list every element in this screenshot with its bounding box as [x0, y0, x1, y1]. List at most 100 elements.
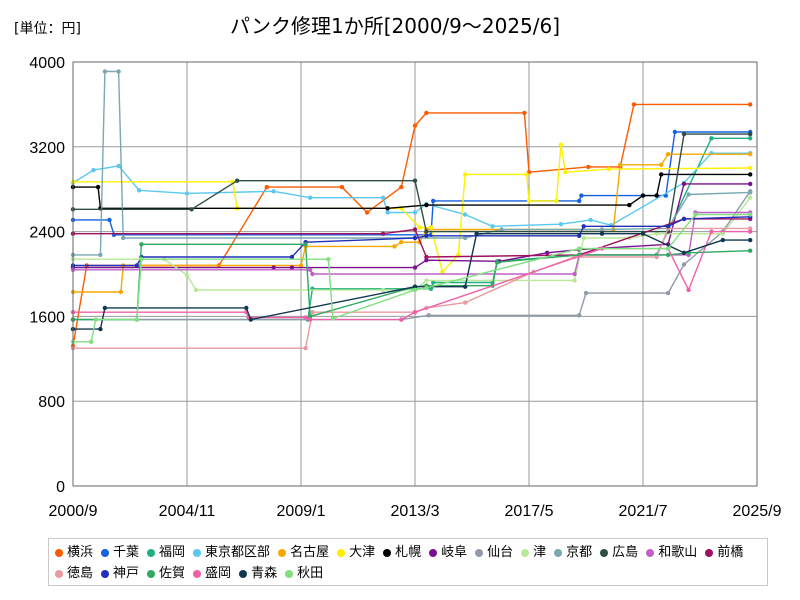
series-point	[545, 250, 550, 255]
series-point	[330, 316, 336, 321]
series-point	[748, 248, 753, 253]
series-point	[424, 254, 429, 260]
legend-item: 東京都区部	[193, 543, 270, 563]
series-point	[426, 313, 431, 318]
series-point	[307, 267, 313, 272]
series-point	[579, 193, 584, 198]
legend-label: 札幌	[395, 545, 422, 560]
series-point	[581, 235, 586, 241]
series-point	[380, 195, 386, 200]
plot-border	[72, 61, 758, 487]
series-point	[463, 172, 468, 177]
legend-label: 前橋	[717, 545, 744, 560]
y-tick-label: 2400	[29, 225, 65, 242]
legend-marker-icon	[521, 549, 530, 557]
legend: 横浜 千葉 福岡 東京都区部 名古屋 大津 札幌 岐阜 仙台 津 京都 広島 和歌山 前橋 徳島 神戸 佐賀 盛岡…	[48, 538, 768, 586]
series-point	[490, 224, 495, 229]
legend-label: 千葉	[113, 545, 140, 560]
series-point	[599, 227, 605, 232]
legend-label: 広島	[612, 545, 639, 560]
legend-marker-icon	[55, 570, 63, 578]
series-point	[298, 263, 304, 268]
series-point	[107, 217, 112, 223]
series-point	[681, 250, 687, 255]
series-point	[289, 265, 295, 270]
series-point	[748, 237, 753, 243]
legend-label: 秋田	[297, 566, 324, 581]
series-point	[193, 287, 199, 293]
series-point	[424, 110, 429, 116]
series-point	[583, 290, 589, 296]
series-point	[417, 225, 422, 230]
legend-label: 津	[533, 545, 547, 560]
legend-marker-icon	[239, 570, 248, 578]
legend-marker-icon	[101, 570, 110, 578]
series-point	[248, 317, 253, 322]
series-point	[431, 198, 436, 204]
legend-marker-icon	[429, 549, 438, 557]
series-point	[380, 287, 386, 293]
series-point	[93, 317, 99, 322]
series-point	[189, 207, 194, 212]
series-line-7	[73, 173, 751, 209]
series-point	[558, 222, 564, 227]
series-point	[577, 233, 582, 238]
series-point	[681, 216, 687, 222]
series-point	[307, 195, 313, 200]
series-point	[524, 172, 529, 177]
series-point	[364, 210, 370, 215]
series-point	[665, 152, 671, 157]
y-tick-label: 800	[38, 394, 65, 411]
series-point	[399, 240, 404, 245]
series-point	[428, 225, 434, 230]
legend-marker-icon	[147, 549, 156, 557]
series-point	[720, 231, 725, 236]
series-point	[618, 162, 623, 167]
series-point	[748, 172, 753, 177]
series-point	[412, 123, 418, 128]
series-point	[412, 265, 418, 270]
legend-item: 千葉	[101, 543, 139, 563]
series-point	[428, 286, 434, 291]
series-point	[654, 254, 659, 260]
legend-item: 神戸	[101, 564, 139, 584]
series-point	[118, 289, 124, 295]
unit-label: [単位：円]	[14, 21, 81, 37]
legend-label: 徳島	[67, 566, 94, 581]
series-point	[606, 166, 611, 172]
series-point	[424, 258, 429, 263]
series-point	[640, 193, 646, 198]
y-tick-label: 3200	[29, 140, 65, 157]
legend-item: 津	[521, 543, 546, 563]
legend-label: 横浜	[67, 545, 94, 560]
legend-item: 岐阜	[429, 543, 467, 563]
series-point	[184, 272, 190, 278]
series-point	[558, 142, 564, 147]
series-point	[339, 184, 345, 190]
series-point	[748, 195, 753, 200]
series-point	[412, 178, 418, 183]
series-point	[98, 252, 103, 258]
legend-item: 名古屋	[278, 543, 329, 563]
series-point	[431, 280, 436, 285]
series-point	[686, 192, 691, 197]
series-point	[748, 226, 753, 231]
series-point	[709, 229, 714, 234]
legend-item: 福岡	[147, 543, 185, 563]
series-point	[665, 246, 671, 251]
series-point	[499, 227, 504, 232]
series-point	[412, 210, 418, 215]
series-point	[748, 229, 753, 234]
legend-item: 青森	[239, 564, 277, 584]
series-point	[693, 212, 698, 217]
series-point	[307, 317, 313, 322]
series-point	[654, 193, 659, 198]
series-point	[424, 278, 429, 283]
series-point	[659, 172, 664, 177]
series-point	[102, 305, 108, 311]
series-point	[310, 310, 315, 315]
x-tick-label: 2025/9	[733, 503, 782, 520]
series-point	[709, 136, 714, 141]
series-point	[326, 257, 331, 262]
series-point	[303, 315, 308, 320]
